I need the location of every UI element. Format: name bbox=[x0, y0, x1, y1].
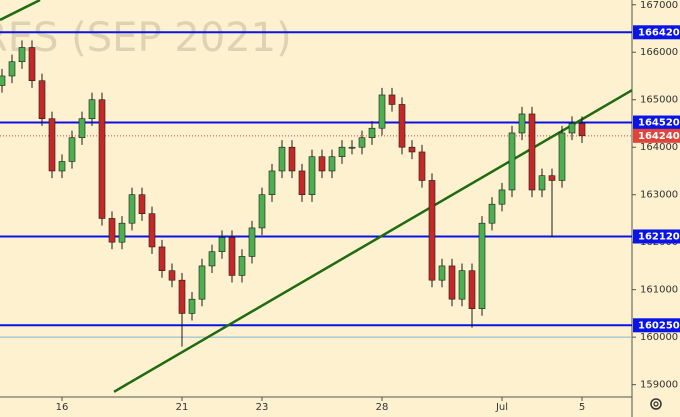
candle-body bbox=[478, 222, 486, 309]
y-tick-label: 160000 bbox=[640, 332, 678, 343]
candle-body bbox=[508, 132, 516, 191]
trend-line bbox=[0, 0, 41, 22]
candle-body bbox=[578, 123, 586, 137]
candle-body bbox=[378, 94, 386, 129]
y-tick-label: 159000 bbox=[640, 380, 678, 391]
candle-body bbox=[558, 132, 566, 181]
candle-body bbox=[368, 127, 376, 139]
candle-body bbox=[468, 270, 476, 309]
candle-body bbox=[68, 137, 76, 162]
y-tick-label: 164000 bbox=[640, 142, 678, 153]
candle-body bbox=[48, 118, 56, 172]
candle-body bbox=[288, 146, 296, 172]
candle-body bbox=[238, 256, 246, 276]
price-label: 160250 bbox=[638, 320, 680, 331]
candle-body bbox=[168, 270, 176, 281]
candle-body bbox=[188, 298, 196, 314]
candle-body bbox=[138, 194, 146, 214]
candle-body bbox=[338, 146, 346, 158]
trend-line bbox=[113, 89, 633, 393]
candle-body bbox=[318, 156, 326, 172]
price-label-box bbox=[633, 229, 680, 244]
watermark: RES (SEP 2021) bbox=[0, 15, 292, 61]
candle-body bbox=[458, 270, 466, 300]
candle-body bbox=[158, 246, 166, 271]
candle-body bbox=[438, 265, 446, 281]
price-label: 162120 bbox=[638, 231, 680, 242]
price-label: 164520 bbox=[638, 118, 680, 129]
candle-body bbox=[18, 47, 26, 63]
price-label-box bbox=[633, 128, 680, 143]
price-label: 166420 bbox=[638, 27, 680, 38]
y-tick-label: 167000 bbox=[640, 0, 678, 11]
price-label: 164240 bbox=[638, 131, 680, 142]
y-tick-label: 165000 bbox=[640, 95, 678, 106]
candle-body bbox=[268, 170, 276, 196]
candle-body bbox=[418, 151, 426, 181]
candle-body bbox=[148, 213, 156, 248]
candle-body bbox=[38, 80, 46, 120]
candle-body bbox=[528, 113, 536, 191]
candle-body bbox=[98, 99, 106, 219]
candle-body bbox=[108, 218, 116, 243]
candle-body bbox=[408, 146, 416, 153]
candle-body bbox=[8, 61, 16, 77]
candle-body bbox=[0, 75, 6, 86]
candle-body bbox=[198, 265, 206, 300]
candle-body bbox=[58, 161, 66, 172]
candle-body bbox=[208, 251, 216, 267]
price-label-box bbox=[633, 25, 680, 40]
candle-body bbox=[128, 194, 136, 224]
settings-icon[interactable] bbox=[650, 398, 662, 410]
candle-body bbox=[228, 237, 236, 276]
candle-body bbox=[178, 279, 186, 314]
candle-body bbox=[498, 189, 506, 205]
x-tick-label: 28 bbox=[376, 402, 389, 413]
price-label-box bbox=[633, 115, 680, 130]
candle-body bbox=[348, 146, 356, 149]
candle-body bbox=[568, 123, 576, 134]
candle-body bbox=[308, 156, 316, 196]
candle-body bbox=[488, 203, 496, 224]
x-tick-label: Jul bbox=[495, 402, 508, 413]
candle-body bbox=[248, 227, 256, 257]
candle-body bbox=[358, 137, 366, 148]
price-label-box bbox=[633, 318, 680, 333]
candle-body bbox=[298, 170, 306, 196]
candle-body bbox=[388, 94, 396, 105]
x-tick-label: 23 bbox=[256, 402, 269, 413]
y-tick-label: 166000 bbox=[640, 47, 678, 58]
candle-body bbox=[278, 146, 286, 172]
x-tick-label: 5 bbox=[579, 402, 585, 413]
candle-body bbox=[78, 118, 86, 139]
candle-body bbox=[398, 104, 406, 148]
candle-body bbox=[28, 47, 36, 82]
candle-body bbox=[518, 113, 526, 134]
x-tick-label: 16 bbox=[56, 402, 69, 413]
candle-body bbox=[118, 222, 126, 243]
candle-body bbox=[218, 237, 226, 252]
x-tick-label: 21 bbox=[176, 402, 189, 413]
candle-body bbox=[538, 175, 546, 191]
candle-body bbox=[88, 99, 96, 120]
y-tick-label: 163000 bbox=[640, 190, 678, 201]
candle-body bbox=[428, 180, 436, 281]
candle-body bbox=[548, 175, 556, 181]
candle-body bbox=[448, 265, 456, 300]
candle-body bbox=[258, 194, 266, 229]
y-tick-label: 161000 bbox=[640, 285, 678, 296]
candle-body bbox=[328, 156, 336, 172]
